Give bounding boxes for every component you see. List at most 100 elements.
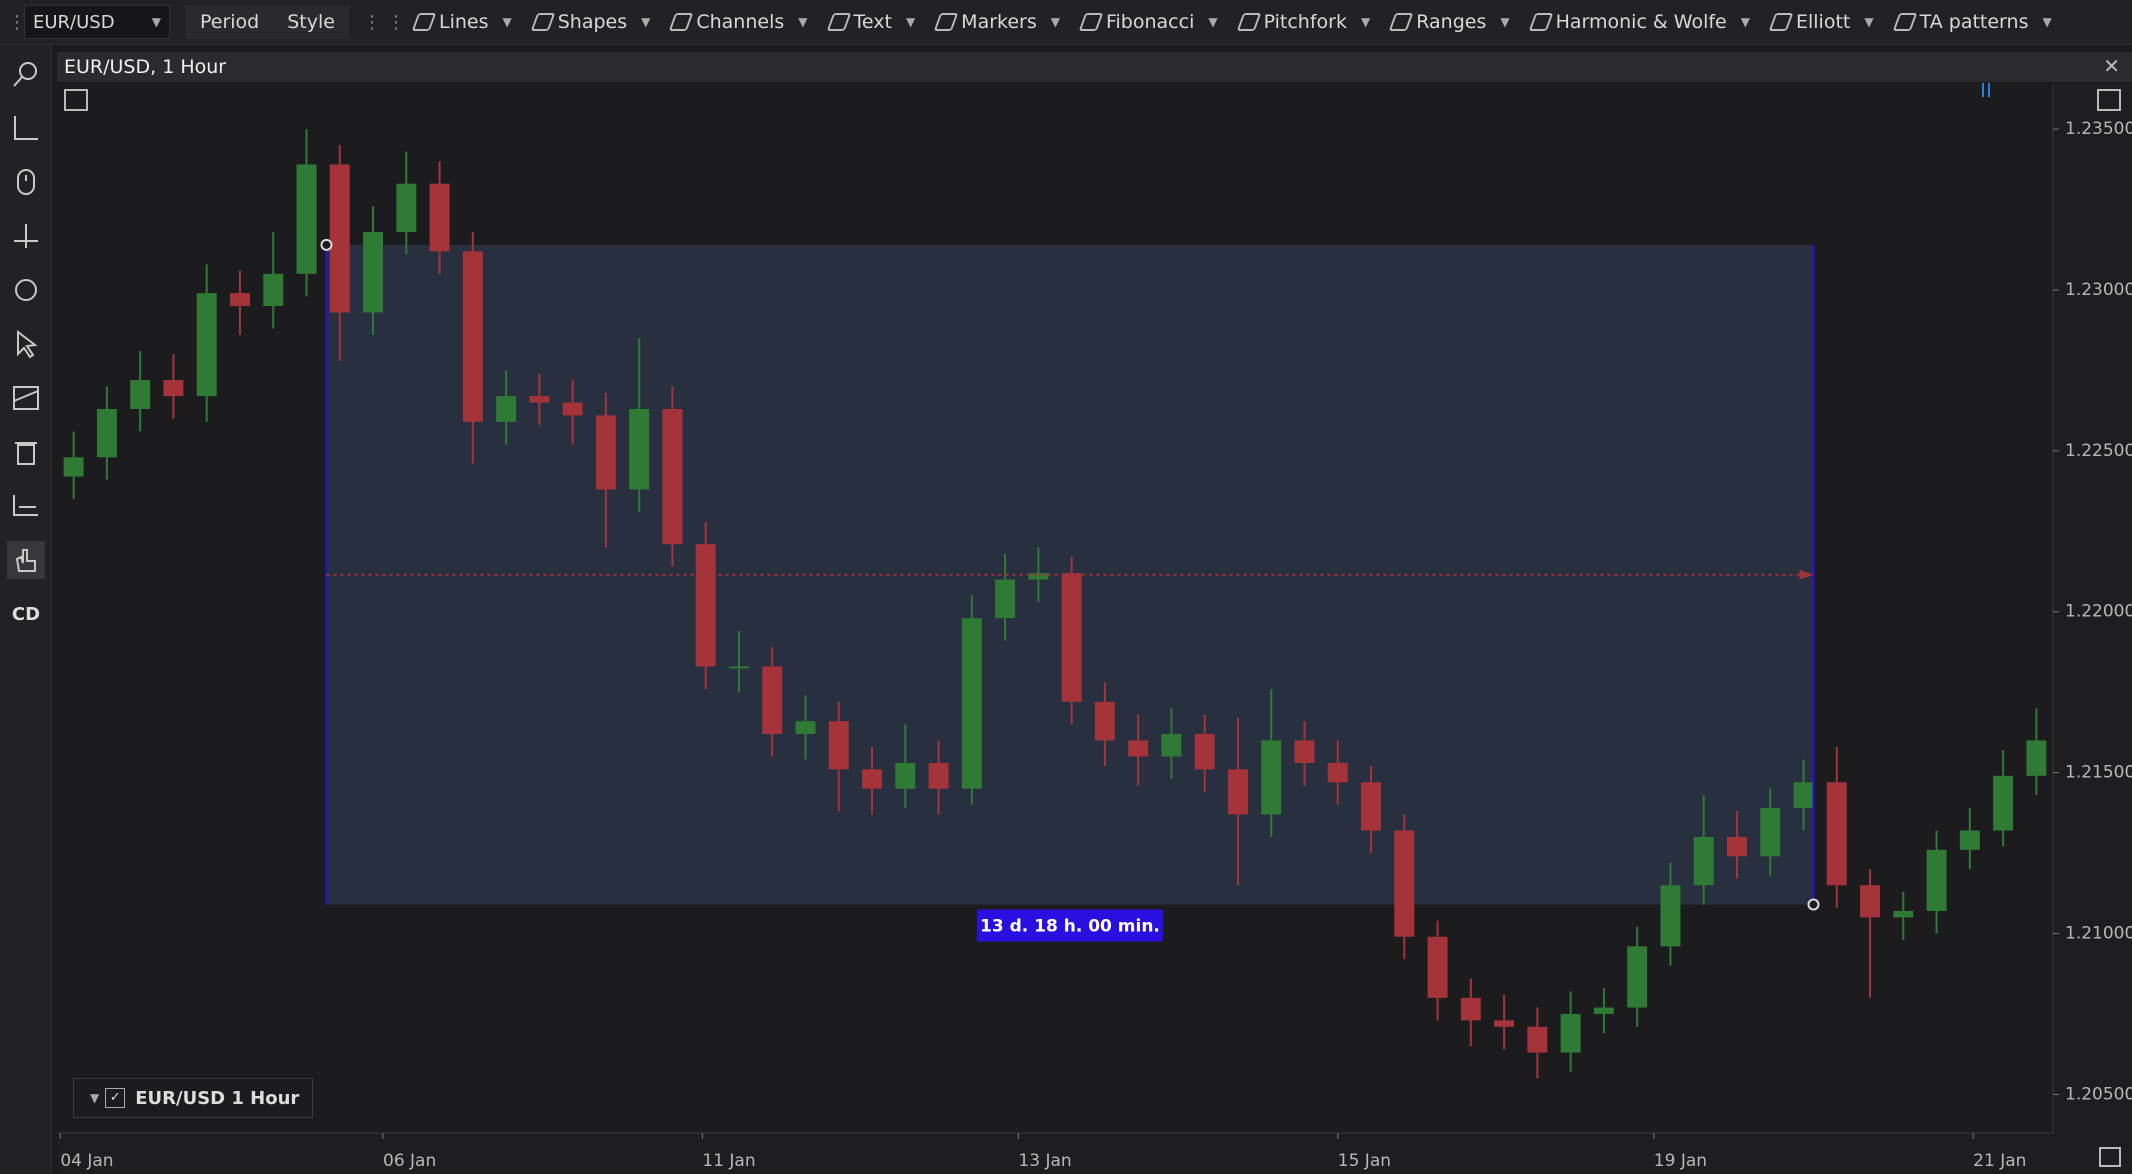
tool-icon [669, 13, 694, 31]
y-tick-label: 1.21500 [2065, 763, 2132, 783]
move-button[interactable] [7, 217, 45, 255]
candle-body [1627, 946, 1648, 1008]
candle-body [429, 183, 450, 252]
tool-button[interactable]: Fibonacci ▼ [1078, 11, 1218, 33]
crosshair-button[interactable] [7, 109, 45, 147]
legend-label: EUR/USD 1 Hour [135, 1087, 300, 1109]
tool-icon [933, 13, 959, 31]
x-tick-label: 13 Jan [1018, 1151, 1071, 1171]
caret: ▼ [1360, 15, 1371, 29]
tool-button[interactable]: Harmonic & Wolfe ▼ [1528, 11, 1750, 33]
y-tick-label: 1.21000 [2065, 923, 2132, 943]
grip: ⋮ [8, 11, 26, 33]
legend[interactable]: ▼ ✓ EUR/USD 1 Hour [73, 1078, 313, 1118]
tool-button[interactable]: Ranges ▼ [1388, 11, 1510, 33]
delete-button[interactable] [7, 433, 45, 471]
refresh-button[interactable] [7, 271, 45, 309]
tool-icon [1892, 13, 1917, 31]
range-handle [1807, 898, 1820, 911]
y-tick-label: 1.22000 [2065, 602, 2132, 622]
range-label: 13 d. 18 h. 00 min. [980, 917, 1160, 937]
axis-toggle [2097, 89, 2121, 111]
candle-body [1028, 573, 1049, 580]
caret: ▼ [1050, 15, 1060, 29]
tool-icon [1528, 13, 1553, 31]
candle-body [562, 402, 583, 416]
candle-body [1094, 701, 1115, 741]
candle-body [762, 666, 783, 734]
legend-checkbox[interactable]: ✓ [105, 1088, 126, 1108]
mouse-button[interactable] [7, 163, 45, 201]
search-button[interactable] [7, 55, 45, 93]
candle-body [1560, 1013, 1581, 1053]
period-button[interactable]: Period [200, 11, 260, 33]
corner-toggle [2099, 1147, 2121, 1167]
candle-body [96, 408, 117, 458]
cursor-button[interactable] [7, 325, 45, 363]
date-axis [57, 1133, 2053, 1174]
tool-button[interactable]: TA patterns ▼ [1892, 11, 2052, 33]
tool-button[interactable]: Shapes ▼ [530, 11, 650, 33]
style-button[interactable]: Style [287, 11, 335, 33]
candle-body [1327, 762, 1348, 783]
candle-body [1427, 936, 1448, 998]
tool-button[interactable]: Lines ▼ [411, 11, 512, 33]
symbol-select[interactable]: EUR/USD ▼ [24, 5, 170, 39]
tool-label: Markers [961, 11, 1037, 33]
tool-button[interactable]: Elliott ▼ [1768, 11, 1874, 33]
x-tick-label: 15 Jan [1338, 1151, 1391, 1171]
grip: ⋮ [362, 11, 381, 33]
caret: ▼ [502, 15, 512, 29]
cd-button[interactable]: CD [11, 603, 41, 625]
candle-body [961, 618, 982, 789]
tool-label: Ranges [1416, 11, 1487, 33]
candle-body [828, 721, 849, 770]
range-handle [320, 238, 333, 251]
candle-body [1227, 769, 1248, 815]
candle-body [1760, 808, 1781, 857]
tool-button[interactable]: Text ▼ [826, 11, 916, 33]
caret: ▼ [905, 15, 916, 29]
price-axis [2053, 84, 2132, 1174]
hand-button[interactable] [7, 541, 45, 579]
candle-body [1993, 775, 2014, 831]
range-arrow [1799, 569, 1814, 580]
candle-body [263, 273, 284, 307]
tool-icon [530, 13, 555, 31]
y-tick-label: 1.20500 [2065, 1084, 2132, 1104]
chart-titlebar: EUR/USD, 1 Hour ✕ [57, 52, 2132, 82]
caret: ▼ [2042, 15, 2052, 29]
tool-label: Lines [438, 11, 489, 33]
candle-body [1494, 1020, 1515, 1027]
x-tick-label: 19 Jan [1654, 1151, 1707, 1171]
top-toolbar: ⋮ EUR/USD ▼ Period Style ⋮ ⋮ Lines ▼ Shapes… [0, 0, 2132, 45]
tool-button[interactable]: Channels ▼ [669, 11, 808, 33]
tool-label: TA patterns [1919, 11, 2029, 33]
candle-body [728, 666, 749, 669]
measure-button[interactable] [7, 487, 45, 525]
tool-button[interactable]: Pitchfork ▼ [1236, 11, 1371, 33]
y-tick-label: 1.23500 [2065, 119, 2132, 139]
candle-body [928, 762, 949, 789]
candle-body [1061, 573, 1082, 702]
candle-body [1394, 830, 1415, 937]
caret: ▼ [151, 15, 161, 29]
close-button[interactable]: ✕ [2103, 54, 2120, 78]
tool-icon [411, 13, 437, 31]
caret: ▼ [1864, 15, 1874, 29]
tool-button[interactable]: Markers ▼ [933, 11, 1060, 33]
tool-label: Text [853, 11, 892, 33]
candle-body [130, 380, 151, 409]
x-tick-label: 04 Jan [60, 1151, 113, 1171]
layers-button[interactable] [7, 379, 45, 417]
candle-body [1460, 997, 1481, 1021]
candle-body [1926, 849, 1947, 911]
candle-body [895, 762, 916, 789]
tool-label: Shapes [557, 11, 628, 33]
y-tick-label: 1.23000 [2065, 280, 2132, 300]
candle-body [329, 164, 350, 313]
candle-body [229, 293, 250, 307]
candle-body [1826, 782, 1847, 886]
legend-caret[interactable]: ▼ [90, 1091, 100, 1105]
tool-icon [1388, 13, 1414, 31]
